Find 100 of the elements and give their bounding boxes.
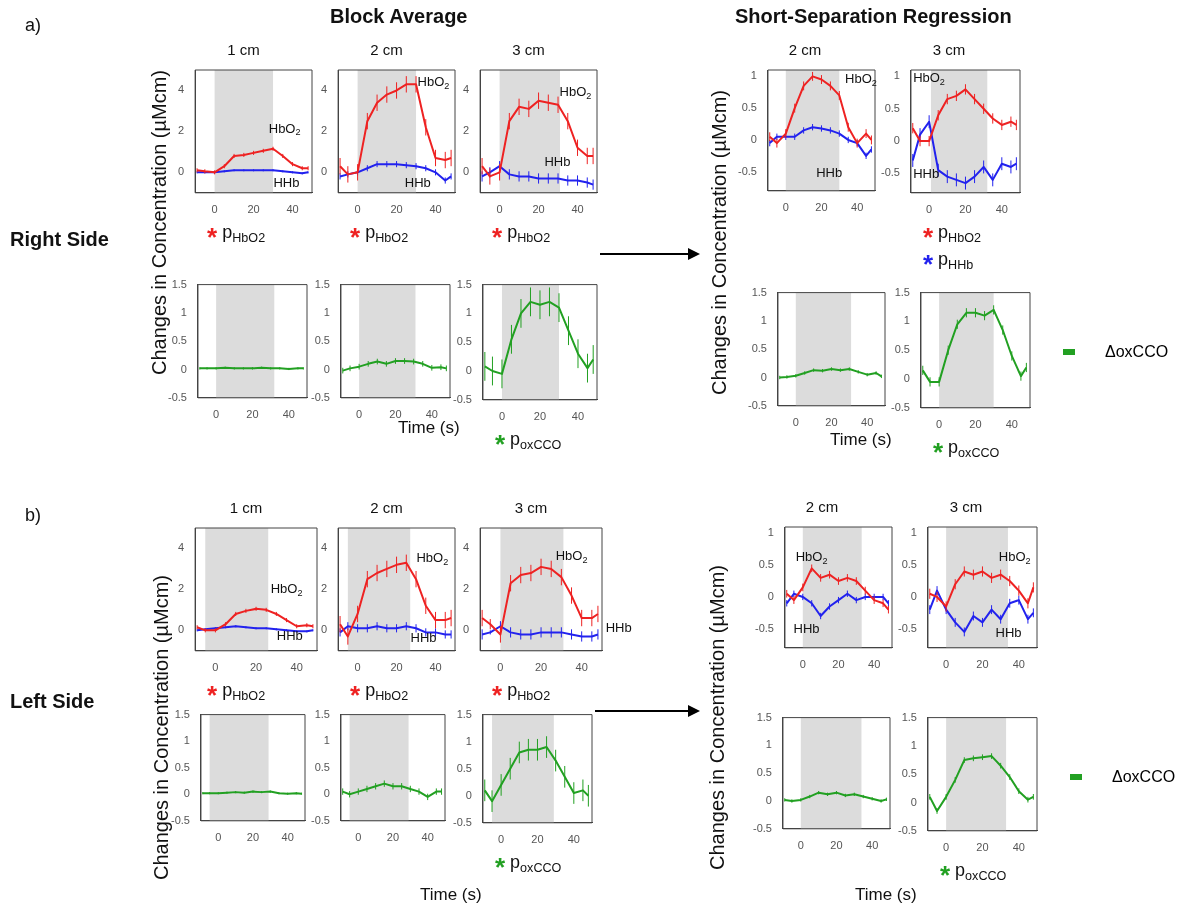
y-tick-label: 0.5 (758, 558, 774, 571)
y-tick-label: 1 (910, 526, 917, 539)
y-tick-label: 1.5 (314, 277, 330, 290)
y-tick-label: 0 (903, 372, 910, 385)
x-tick-label: 20 (825, 416, 838, 429)
x-tick-label: 40 (429, 661, 442, 674)
y-tick-label: 4 (177, 83, 185, 96)
y-tick-label: 1 (465, 306, 472, 319)
x-tick-label: 0 (943, 841, 950, 854)
x-tick-label: 40 (866, 839, 879, 852)
x-tick-label: 40 (567, 833, 580, 846)
y-tick-label: 2 (177, 582, 185, 595)
y-tick-label: 0.5 (756, 766, 772, 779)
y-tick-label: 1 (180, 305, 187, 318)
y-tick-label: 0.5 (884, 101, 900, 114)
series-label: HHb (605, 620, 632, 636)
y-tick-label: -0.5 (747, 398, 767, 411)
x-tick-label: 20 (815, 201, 828, 214)
y-tick-label: 4 (320, 541, 328, 554)
x-tick-label: 0 (354, 661, 361, 674)
x-tick-label: 0 (211, 203, 218, 216)
x-tick-label: 20 (389, 408, 402, 421)
chart-title: 1 cm (229, 499, 263, 517)
y-tick-label: 1 (750, 69, 757, 82)
y-tick-label: 0.5 (314, 334, 330, 347)
x-tick-label: 0 (356, 408, 363, 421)
x-tick-label: 0 (926, 203, 933, 216)
x-tick-label: 0 (797, 839, 804, 852)
legend-label: ΔoxCCO (1105, 343, 1169, 361)
series-label: HHb (995, 624, 1022, 640)
x-tick-label: 0 (212, 661, 219, 674)
text: Right Side (10, 228, 109, 251)
chart-title: 1 cm (227, 41, 260, 59)
text: Changes in Concentration (µMcm) (706, 565, 729, 870)
x-tick-label: 40 (286, 203, 299, 216)
y-tick-label: -0.5 (754, 621, 774, 634)
chart-title: 2 cm (788, 41, 822, 59)
y-tick-label: 0 (465, 364, 472, 377)
y-tick-label: 0.5 (456, 761, 472, 774)
y-tick-label: 0.5 (751, 342, 767, 355)
text: Left Side (10, 690, 95, 713)
text: a) (25, 15, 42, 36)
x-tick-label: 20 (969, 418, 982, 431)
y-tick-label: 4 (320, 83, 328, 96)
y-tick-label: -0.5 (452, 392, 472, 405)
series-label: HHb (544, 153, 571, 169)
series-label: HHb (276, 627, 303, 643)
y-tick-label: 1 (760, 313, 767, 326)
y-tick-label: 0.5 (901, 767, 917, 780)
y-tick-label: 0 (893, 134, 900, 147)
y-tick-label: -0.5 (890, 400, 910, 413)
x-tick-label: 0 (354, 203, 361, 216)
y-tick-label: 0 (323, 362, 330, 375)
y-tick-label: 2 (320, 582, 328, 595)
y-tick-label: 4 (462, 83, 470, 96)
text: Time (s) (398, 418, 460, 438)
text: Short-Separation Regression (735, 5, 1012, 28)
chart-title: 2 cm (370, 499, 403, 517)
x-tick-label: 20 (832, 658, 845, 671)
y-tick-label: 1.5 (174, 707, 190, 720)
y-tick-label: 1 (323, 305, 330, 318)
series-label: HHb (913, 165, 940, 181)
y-tick-label: 2 (177, 124, 185, 137)
text: Changes in Concentration (µMcm) (150, 575, 172, 880)
series-label: HHb (410, 630, 437, 646)
y-tick-label: 0 (465, 788, 472, 801)
y-tick-label: 1 (893, 69, 900, 82)
y-tick-label: 0.5 (171, 334, 187, 347)
y-tick-label: 0 (765, 794, 772, 807)
y-tick-label: -0.5 (452, 815, 472, 828)
y-tick-label: 2 (320, 124, 328, 137)
x-tick-label: 20 (390, 203, 403, 216)
text: Time (s) (855, 885, 917, 905)
x-tick-label: 40 (290, 661, 303, 674)
x-tick-label: 20 (532, 203, 545, 216)
y-tick-label: 1.5 (456, 707, 472, 720)
x-tick-label: 40 (429, 203, 442, 216)
x-tick-label: 40 (868, 658, 881, 671)
x-tick-label: 40 (995, 203, 1008, 216)
x-tick-label: 20 (390, 661, 403, 674)
y-tick-label: 1 (323, 734, 330, 747)
y-tick-label: 0 (183, 787, 190, 800)
y-tick-label: 1 (765, 738, 772, 751)
text: Time (s) (420, 885, 482, 905)
x-tick-label: 0 (943, 658, 950, 671)
x-tick-label: 0 (498, 410, 506, 423)
y-tick-label: 0.5 (174, 760, 190, 773)
x-tick-label: 0 (213, 408, 220, 421)
x-tick-label: 0 (792, 416, 799, 429)
series-label: HHb (793, 621, 820, 637)
x-tick-label: 40 (1012, 841, 1025, 854)
text: Changes in Concentration (µMcm) (148, 70, 171, 375)
x-tick-label: 40 (571, 203, 584, 216)
x-tick-label: 20 (534, 661, 548, 674)
legend-label: ΔoxCCO (1112, 768, 1176, 786)
x-tick-label: 0 (496, 203, 503, 216)
y-tick-label: 1 (903, 314, 910, 327)
y-tick-label: 2 (462, 582, 470, 595)
y-tick-label: 0 (177, 623, 185, 636)
x-tick-label: 20 (249, 661, 263, 674)
